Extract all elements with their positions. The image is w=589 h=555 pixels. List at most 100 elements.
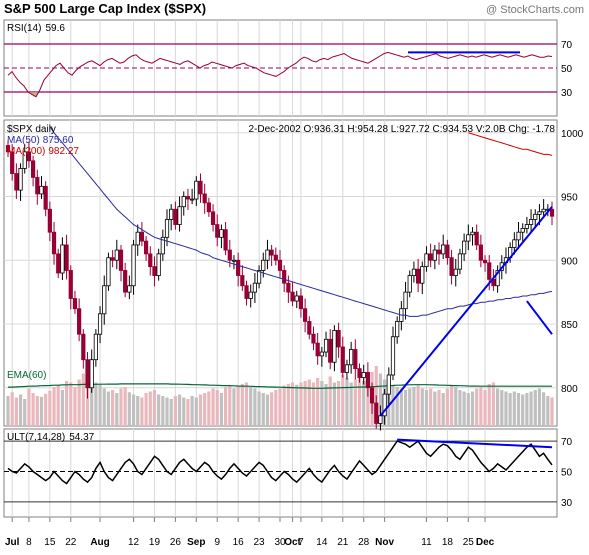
x-tick-label: 18 [442,537,454,548]
candle-body [411,268,417,276]
volume-bar [127,392,131,426]
x-tick-label: 25 [463,537,475,548]
volume-bar [449,384,454,426]
candle-body [190,198,195,201]
volume-bar [470,391,475,426]
x-tick-label: Oct [284,537,301,548]
candle-body [18,168,23,191]
ult-trendline [397,438,553,449]
volume-bar [286,384,290,426]
volume-bar [412,387,416,426]
volume-bar [123,387,127,426]
ult-line [7,440,553,485]
quote-readout: 2-Dec-2002 O:936.31 H:954.28 L:927.72 C:… [248,124,555,135]
volume-bar [44,393,48,426]
volume-bar [18,394,23,426]
volume-bar [328,376,332,426]
volume-bar [403,390,408,426]
price-series [5,126,555,431]
candle-body [51,231,57,255]
candle-body [298,295,304,310]
volume-bar [207,391,211,426]
price-tick-label: 800 [561,384,578,395]
candle-body [261,259,266,271]
candle-body [22,151,27,169]
volume-bar [487,384,491,426]
candle-body [457,253,463,270]
volume-bar [529,391,533,426]
candle-body [303,308,308,322]
volume-bar [182,397,186,426]
volume-bar [6,396,10,426]
volume-bar [131,394,136,426]
volume-bar [228,384,232,426]
volume-bar [475,388,479,426]
volume-bar [416,385,420,426]
volume-bar [378,373,383,426]
price-support-trendline [379,206,553,417]
ma50-line [49,126,553,317]
candle-body [520,227,525,233]
volume-bar [190,396,194,426]
volume-bar [77,379,81,426]
candle-body [340,346,345,373]
volume-bar [198,394,203,426]
volume-bar [504,391,508,426]
candle-body [210,211,216,225]
candle-body [386,374,391,395]
candle-body [449,257,454,276]
candle-body [549,208,555,217]
candle-body [512,239,517,248]
volume-bar [345,378,349,426]
volume-bar [219,393,224,426]
price-tick-label: 850 [561,320,578,331]
candle-body [403,291,408,310]
x-tick-label: Nov [375,537,394,548]
x-tick-label: 12 [128,537,140,548]
volume-bar [512,391,516,426]
candle-body [35,176,40,195]
volume-bar [391,384,395,426]
candle-body [365,372,370,389]
x-tick-label: Jul [5,537,20,548]
candle-body [349,349,354,366]
candle-body [495,270,500,287]
candle-body [236,259,241,276]
candle-body [206,202,211,213]
volume-bar [157,394,161,426]
candle-body [5,145,11,153]
volume-bar [307,379,311,426]
volume-bar [349,382,353,426]
x-tick-label: 19 [149,537,161,548]
volume-bar [115,393,119,426]
candle-body [432,249,437,261]
x-tick-label: 9 [214,537,220,548]
volume-bar [253,388,257,426]
x-tick-label: 28 [358,537,370,548]
candle-body [328,338,333,363]
volume-bar [395,387,399,426]
volume-bar [186,399,190,426]
volume-bar [144,393,148,426]
candle-body [177,206,182,225]
volume-bar [500,390,504,426]
candle-body [524,224,529,229]
candle-body [198,180,203,195]
candle-body [181,196,186,208]
volume-bar [546,396,550,426]
candle-body [185,196,191,200]
volume-bar [203,393,207,426]
volume-bar [73,387,77,426]
volume-bar [119,388,123,426]
volume-bar [265,394,270,426]
candle-body [231,259,237,262]
candle-body [516,231,521,241]
candle-body [332,329,337,363]
candle-body [60,244,65,274]
volume-bar [173,396,177,426]
volume-bar [232,388,236,426]
volume-bar [161,396,165,426]
volume-bar [353,379,357,426]
candle-body [43,185,48,210]
volume-bar [60,390,64,426]
